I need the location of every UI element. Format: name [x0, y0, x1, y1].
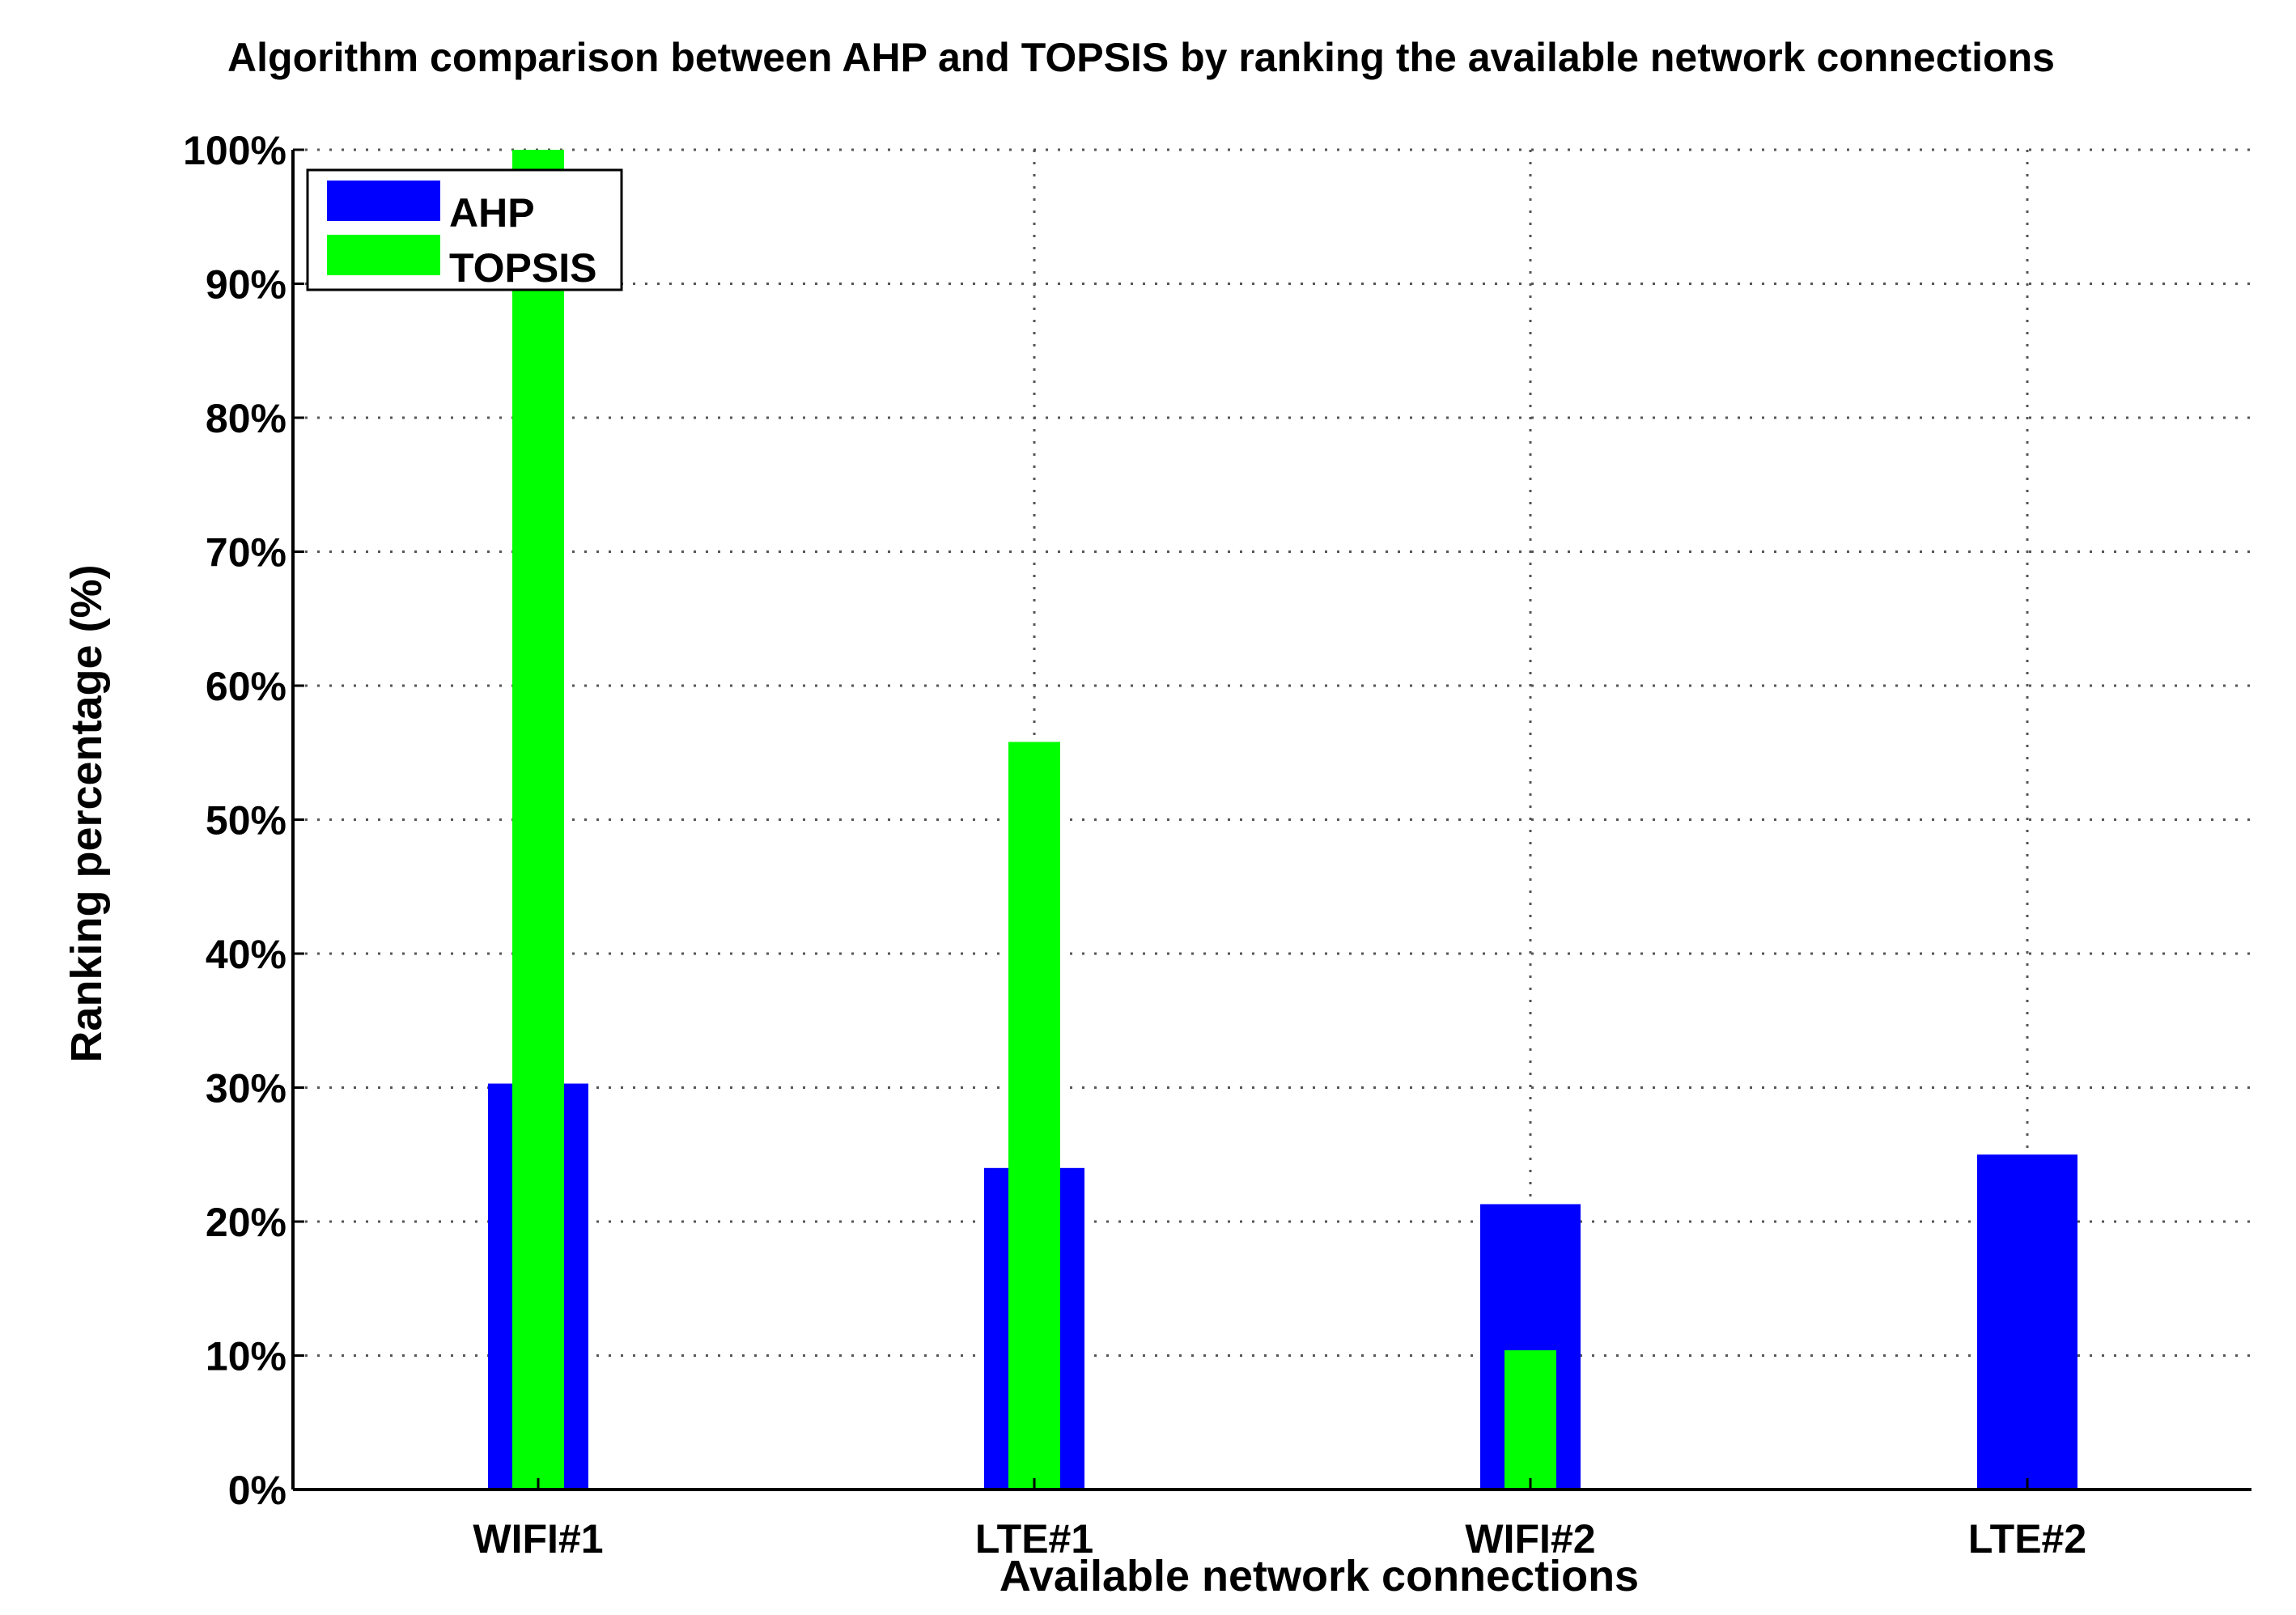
x-axis-ticks: WIFI#1 LTE#1 WIFI#2 LTE#2	[473, 1478, 2086, 1562]
ahp-series	[488, 1083, 2077, 1490]
y-tick-label: 30%	[206, 1066, 286, 1111]
bar-ahp-lte2	[1977, 1154, 2077, 1490]
y-tick-label: 50%	[206, 798, 286, 844]
y-tick-label: 100%	[183, 128, 286, 173]
chart-title: Algorithm comparison between AHP and TOP…	[227, 35, 2055, 80]
x-tick-label: LTE#1	[975, 1516, 1093, 1562]
x-tick-label: WIFI#2	[1465, 1516, 1595, 1562]
x-tick-label: WIFI#1	[473, 1516, 603, 1562]
y-tick-label: 70%	[206, 530, 286, 576]
y-tick-label: 80%	[206, 396, 286, 441]
y-tick-label: 0%	[228, 1468, 286, 1513]
legend: AHP TOPSIS	[306, 168, 623, 291]
y-axis-ticks: 0% 10% 20% 30% 40% 50% 60% 70% 80% 90% 100%	[183, 128, 304, 1513]
x-tick-label: LTE#2	[1968, 1516, 2086, 1562]
y-tick-label: 90%	[206, 262, 286, 308]
y-axis-label: Ranking percentage (%)	[62, 564, 111, 1062]
bar-topsis-lte1	[1008, 742, 1060, 1490]
legend-swatch-topsis	[327, 235, 440, 275]
y-tick-label: 20%	[206, 1200, 286, 1245]
legend-swatch-ahp	[327, 181, 440, 221]
y-tick-label: 40%	[206, 932, 286, 977]
legend-label-ahp: AHP	[449, 190, 535, 236]
y-tick-label: 60%	[206, 664, 286, 709]
x-axis-label: Available network connections	[999, 1552, 1639, 1600]
bar-topsis-wifi2	[1504, 1349, 1556, 1490]
topsis-series	[512, 150, 2053, 1490]
legend-label-topsis: TOPSIS	[449, 245, 596, 291]
bar-topsis-wifi1	[512, 150, 564, 1490]
y-tick-label: 10%	[206, 1334, 286, 1379]
